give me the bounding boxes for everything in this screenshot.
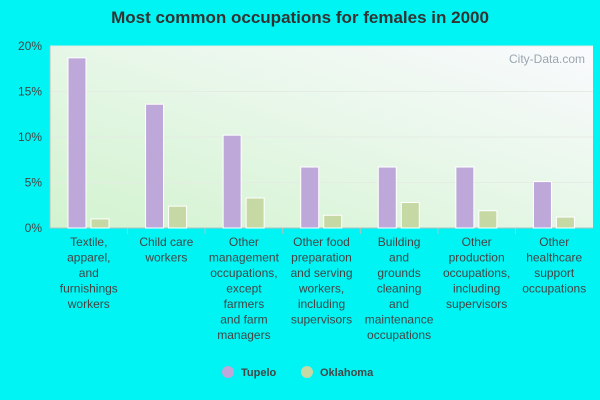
bar-oklahoma bbox=[400, 202, 420, 229]
legend-label-oklahoma: Oklahoma bbox=[320, 367, 374, 379]
bar-tupelo bbox=[300, 166, 320, 229]
bar-oklahoma bbox=[478, 210, 498, 229]
y-tick-label: 5% bbox=[25, 176, 43, 190]
category-label: Textile, apparel, and furnishings workers bbox=[60, 235, 118, 311]
chart-title: Most common occupations for females in 2… bbox=[111, 8, 489, 27]
bar-tupelo bbox=[67, 57, 87, 229]
bar-tupelo bbox=[532, 181, 552, 229]
bar-oklahoma bbox=[90, 218, 110, 229]
watermark-text: City-Data.com bbox=[509, 52, 585, 66]
category-label: Child care workers bbox=[139, 235, 193, 265]
y-tick-label: 20% bbox=[18, 39, 42, 53]
bar-tupelo bbox=[455, 166, 475, 229]
legend-label-tupelo: Tupelo bbox=[241, 367, 277, 379]
legend-swatch-tupelo bbox=[222, 366, 234, 378]
bar-oklahoma bbox=[245, 197, 265, 229]
bar-oklahoma bbox=[555, 216, 575, 229]
category-label: Other management occupations, except farmers… bbox=[209, 235, 280, 342]
bar-tupelo bbox=[222, 134, 242, 229]
y-tick-label: 15% bbox=[18, 85, 42, 99]
category-label: Other food preparation and serving workers,… bbox=[290, 235, 352, 327]
y-tick-label: 0% bbox=[25, 221, 43, 235]
legend-swatch-oklahoma bbox=[301, 366, 313, 378]
category-label: Building and grounds cleaning and maintenance… bbox=[365, 235, 434, 342]
category-label: Other production occupations, including supe… bbox=[443, 235, 510, 311]
bar-oklahoma bbox=[323, 214, 343, 229]
bar-tupelo bbox=[377, 166, 397, 229]
y-tick-label: 10% bbox=[18, 130, 42, 144]
bar-oklahoma bbox=[168, 205, 188, 229]
bar-tupelo bbox=[145, 103, 165, 229]
category-label: Other healthcare support occupations bbox=[522, 235, 586, 296]
